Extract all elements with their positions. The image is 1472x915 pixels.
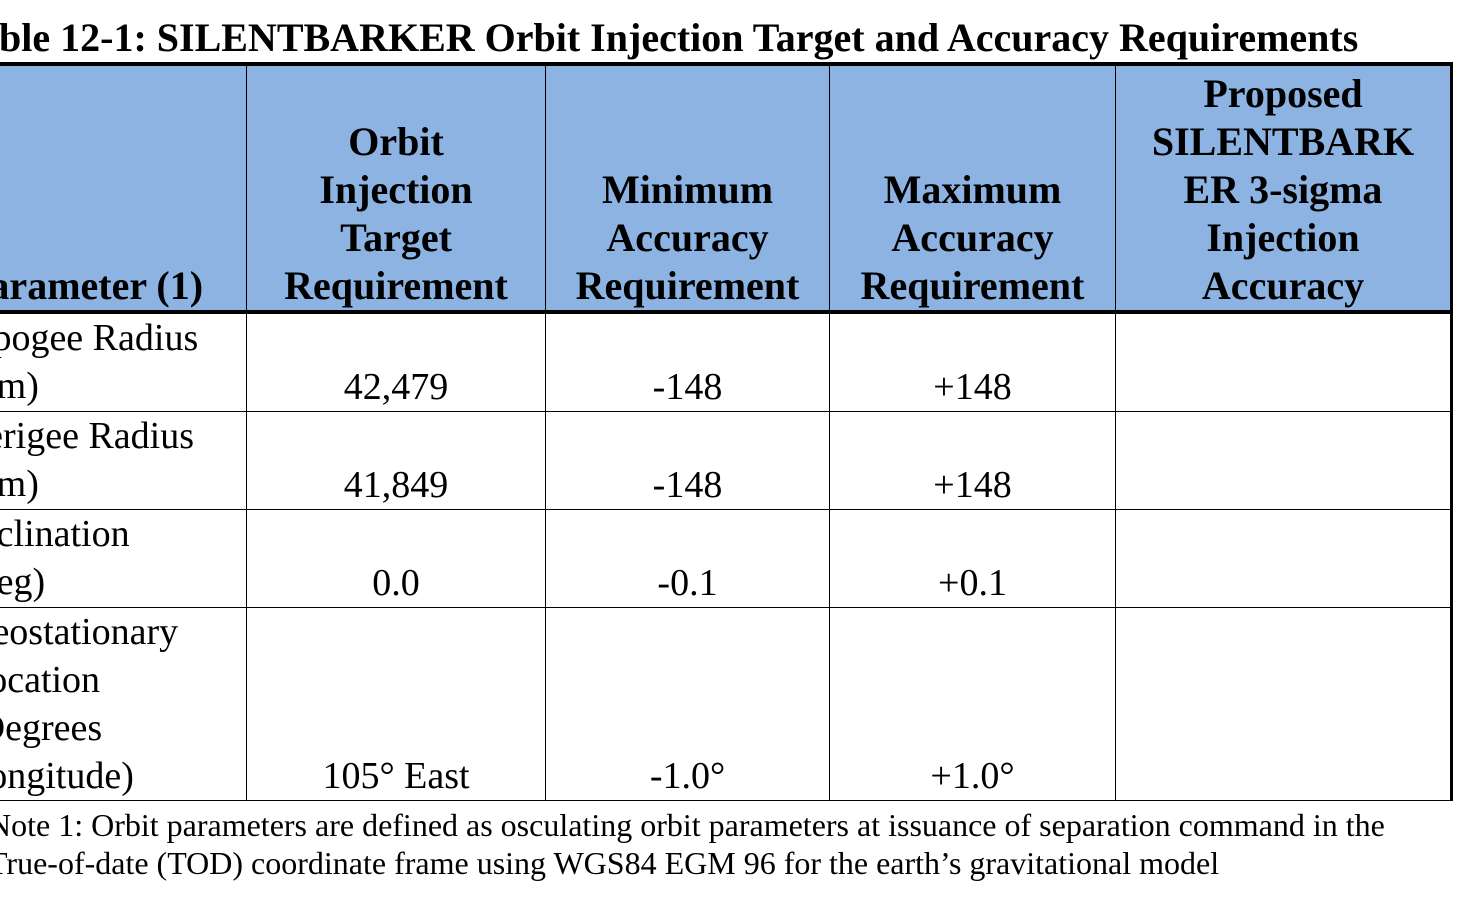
cell-target: 42,479 <box>246 311 546 412</box>
cell-target: 0.0 <box>246 509 546 608</box>
header-target: Orbit Injection Target Requirement <box>246 62 546 314</box>
cell-parameter: Inclination (deg) <box>0 509 247 608</box>
header-parameter: Parameter (1) <box>0 62 247 314</box>
table-row: Geostationary Location (Degrees Longitud… <box>0 607 1453 801</box>
cell-parameter: Geostationary Location (Degrees Longitud… <box>0 607 247 801</box>
cell-minimum: -1.0° <box>545 607 830 801</box>
table-title: Table 12-1: SILENTBARKER Orbit Injection… <box>0 15 1359 60</box>
cell-maximum: +1.0° <box>829 607 1116 801</box>
note-line: True-of-date (TOD) coordinate frame usin… <box>0 845 1220 881</box>
note-line: Note 1: Orbit parameters are defined as … <box>0 807 1385 843</box>
header-proposed: Proposed SILENTBARK ER 3-sigma Injection… <box>1115 62 1453 314</box>
requirements-table: Parameter (1) Orbit Injection Target Req… <box>0 62 1453 801</box>
cell-parameter: Perigee Radius (km) <box>0 411 247 510</box>
table-row: Inclination (deg) 0.0 -0.1 +0.1 <box>0 509 1453 608</box>
cell-proposed <box>1115 607 1453 801</box>
header-maximum: Maximum Accuracy Requirement <box>829 62 1116 314</box>
cell-target: 105° East <box>246 607 546 801</box>
header-minimum: Minimum Accuracy Requirement <box>545 62 830 314</box>
table-note: Note 1: Orbit parameters are defined as … <box>0 806 1385 882</box>
cell-maximum: +0.1 <box>829 509 1116 608</box>
cell-parameter: Apogee Radius (km) <box>0 311 247 412</box>
cell-maximum: +148 <box>829 411 1116 510</box>
table-header-row: Parameter (1) Orbit Injection Target Req… <box>0 62 1453 314</box>
cell-proposed <box>1115 509 1453 608</box>
cell-minimum: -148 <box>545 411 830 510</box>
cell-target: 41,849 <box>246 411 546 510</box>
cell-maximum: +148 <box>829 311 1116 412</box>
table-row: Apogee Radius (km) 42,479 -148 +148 <box>0 311 1453 412</box>
requirements-table-container: Parameter (1) Orbit Injection Target Req… <box>0 62 1453 801</box>
cell-proposed <box>1115 411 1453 510</box>
table-row: Perigee Radius (km) 41,849 -148 +148 <box>0 411 1453 510</box>
cell-minimum: -148 <box>545 311 830 412</box>
cell-minimum: -0.1 <box>545 509 830 608</box>
cell-proposed <box>1115 311 1453 412</box>
